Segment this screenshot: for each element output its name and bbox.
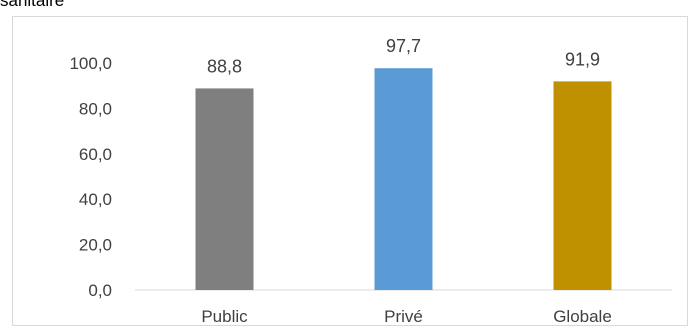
y-tick-label: 20,0 — [79, 236, 112, 255]
y-tick-label: 60,0 — [79, 145, 112, 164]
data-labels: 88,8 97,7 91,9 — [207, 36, 600, 76]
data-label: 91,9 — [565, 49, 600, 69]
category-label: Globale — [553, 307, 612, 326]
bar-globale — [553, 81, 612, 291]
bar-privé — [374, 68, 433, 290]
bars — [195, 68, 612, 291]
y-axis-ticks: 0,0 20,0 40,0 60,0 80,0 100,0 — [69, 54, 112, 300]
data-label: 88,8 — [207, 56, 242, 76]
y-tick-label: 100,0 — [69, 54, 112, 73]
data-label: 97,7 — [386, 36, 421, 56]
category-labels: Public Privé Globale — [201, 307, 611, 326]
bar-public — [195, 88, 254, 290]
y-tick-label: 40,0 — [79, 190, 112, 209]
chart-frame — [12, 16, 688, 326]
y-tick-label: 80,0 — [79, 99, 112, 118]
cropped-heading-text: sanitaire — [0, 0, 65, 10]
category-label: Public — [201, 307, 248, 326]
category-label: Privé — [384, 307, 423, 326]
y-tick-label: 0,0 — [88, 281, 112, 300]
